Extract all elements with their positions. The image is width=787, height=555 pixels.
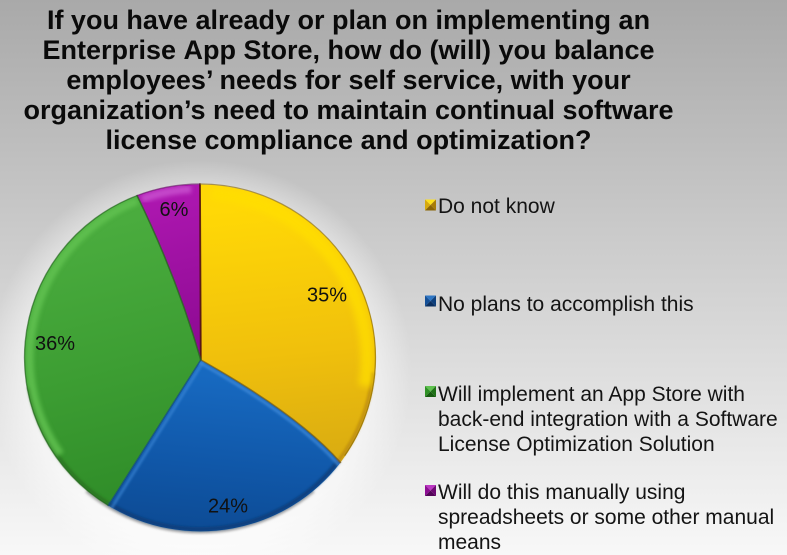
svg-text:35%: 35% <box>307 285 347 307</box>
svg-text:24%: 24% <box>208 496 248 518</box>
svg-text:36%: 36% <box>35 333 75 355</box>
svg-text:6%: 6% <box>160 199 189 221</box>
